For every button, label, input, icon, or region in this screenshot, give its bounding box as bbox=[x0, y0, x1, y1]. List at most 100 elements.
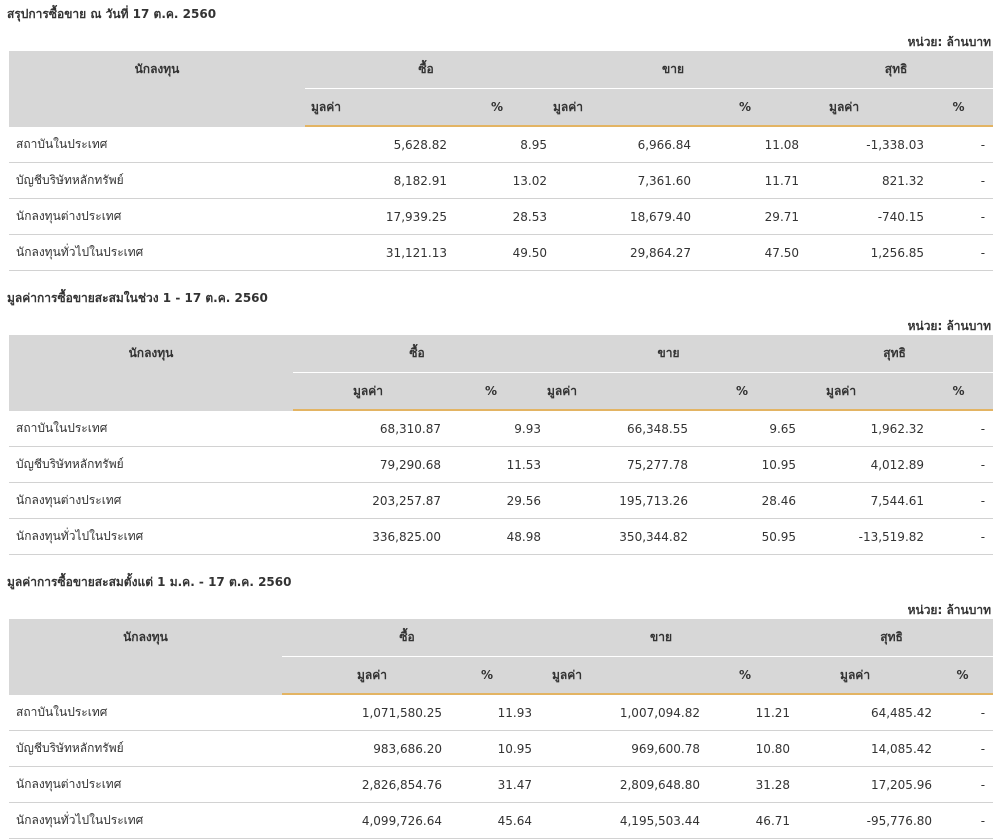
sell-percent: 11.08 bbox=[691, 126, 800, 163]
buy-value: 17,939.25 bbox=[305, 198, 447, 235]
sell-value: 2,809,648.80 bbox=[532, 766, 701, 803]
buy-value: 336,825.00 bbox=[293, 518, 441, 555]
sell-header: ขาย bbox=[532, 619, 791, 657]
buy-percent-header: % bbox=[447, 88, 548, 127]
unit-label: หน่วย: ล้านบาท bbox=[907, 603, 991, 617]
sell-percent: 9.65 bbox=[688, 410, 797, 447]
buy-value: 203,257.87 bbox=[293, 482, 441, 519]
investor-name: นักลงทุนต่างประเทศ bbox=[9, 198, 305, 235]
investor-header: นักลงทุน bbox=[9, 51, 305, 89]
investor-header-blank bbox=[9, 88, 305, 127]
sell-percent: 10.80 bbox=[700, 730, 791, 767]
sell-header: ขาย bbox=[541, 335, 797, 373]
buy-percent: 45.64 bbox=[442, 802, 533, 839]
sell-percent-header: % bbox=[691, 88, 800, 127]
table-row: นักลงทุนต่างประเทศ 17,939.25 28.53 18,67… bbox=[9, 198, 994, 235]
net-value: 1,962.32 bbox=[796, 410, 925, 447]
net-value: 1,256.85 bbox=[799, 234, 925, 271]
buy-percent: 49.50 bbox=[447, 234, 548, 271]
sell-value-header: มูลค่า bbox=[547, 88, 692, 127]
investor-name: นักลงทุนทั่วไปในประเทศ bbox=[9, 234, 305, 271]
buy-value: 5,628.82 bbox=[305, 126, 447, 163]
net-value: 821.32 bbox=[799, 162, 925, 199]
investor-header-blank bbox=[9, 656, 282, 695]
buy-percent: 48.98 bbox=[441, 518, 542, 555]
buy-percent: 10.95 bbox=[442, 730, 533, 767]
sell-percent: 29.71 bbox=[691, 198, 800, 235]
buy-value: 1,071,580.25 bbox=[282, 694, 442, 731]
net-value: 17,205.96 bbox=[790, 766, 933, 803]
sell-percent: 11.21 bbox=[700, 694, 791, 731]
table-row: สถาบันในประเทศ 68,310.87 9.93 66,348.55 … bbox=[9, 410, 994, 447]
investor-name: สถาบันในประเทศ bbox=[9, 126, 305, 163]
buy-value: 8,182.91 bbox=[305, 162, 447, 199]
net-percent-header: % bbox=[924, 372, 994, 411]
net-value: 14,085.42 bbox=[790, 730, 933, 767]
sell-percent: 10.95 bbox=[688, 446, 797, 483]
sell-value: 1,007,094.82 bbox=[532, 694, 701, 731]
sell-percent: 46.71 bbox=[700, 802, 791, 839]
table-row: บัญชีบริษัทหลักทรัพย์ 8,182.91 13.02 7,3… bbox=[9, 162, 994, 199]
investor-name: สถาบันในประเทศ bbox=[9, 410, 293, 447]
net-value: -740.15 bbox=[799, 198, 925, 235]
summary-table: นักลงทุน ซื้อ ขาย สุทธิ มูลค่า % มูลค่า … bbox=[9, 335, 994, 555]
table-row: นักลงทุนทั่วไปในประเทศ 31,121.13 49.50 2… bbox=[9, 234, 994, 271]
net-percent: - bbox=[932, 730, 994, 767]
buy-percent: 8.95 bbox=[447, 126, 548, 163]
summary-table: นักลงทุน ซื้อ ขาย สุทธิ มูลค่า % มูลค่า … bbox=[9, 51, 994, 271]
sell-percent-header: % bbox=[688, 372, 797, 411]
buy-value: 79,290.68 bbox=[293, 446, 441, 483]
investor-name: นักลงทุนต่างประเทศ bbox=[9, 482, 293, 519]
investor-header-blank bbox=[9, 372, 293, 411]
net-percent: - bbox=[932, 766, 994, 803]
net-value-header: มูลค่า bbox=[799, 88, 925, 127]
investor-name: นักลงทุนทั่วไปในประเทศ bbox=[9, 802, 282, 839]
net-value-header: มูลค่า bbox=[790, 656, 933, 695]
buy-value-header: มูลค่า bbox=[293, 372, 441, 411]
table-row: นักลงทุนทั่วไปในประเทศ 336,825.00 48.98 … bbox=[9, 518, 994, 555]
net-header: สุทธิ bbox=[790, 619, 994, 657]
buy-value: 983,686.20 bbox=[282, 730, 442, 767]
table-row: นักลงทุนต่างประเทศ 2,826,854.76 31.47 2,… bbox=[9, 766, 994, 803]
investor-name: นักลงทุนต่างประเทศ bbox=[9, 766, 282, 803]
sell-value: 4,195,503.44 bbox=[532, 802, 701, 839]
net-percent-header: % bbox=[932, 656, 994, 695]
investor-header: นักลงทุน bbox=[9, 619, 282, 657]
buy-percent-header: % bbox=[441, 372, 542, 411]
buy-value-header: มูลค่า bbox=[282, 656, 442, 695]
unit-label: หน่วย: ล้านบาท bbox=[907, 35, 991, 49]
net-percent: - bbox=[924, 162, 994, 199]
table-row: สถาบันในประเทศ 5,628.82 8.95 6,966.84 11… bbox=[9, 126, 994, 163]
net-value: 4,012.89 bbox=[796, 446, 925, 483]
sell-value: 969,600.78 bbox=[532, 730, 701, 767]
buy-percent: 11.93 bbox=[442, 694, 533, 731]
net-percent: - bbox=[932, 694, 994, 731]
summary-table: นักลงทุน ซื้อ ขาย สุทธิ มูลค่า % มูลค่า … bbox=[9, 619, 994, 839]
net-percent: - bbox=[924, 410, 994, 447]
investor-name: บัญชีบริษัทหลักทรัพย์ bbox=[9, 446, 293, 483]
buy-percent: 11.53 bbox=[441, 446, 542, 483]
buy-value: 2,826,854.76 bbox=[282, 766, 442, 803]
net-percent: - bbox=[924, 446, 994, 483]
buy-percent: 9.93 bbox=[441, 410, 542, 447]
sell-percent: 50.95 bbox=[688, 518, 797, 555]
table-row: นักลงทุนทั่วไปในประเทศ 4,099,726.64 45.6… bbox=[9, 802, 994, 839]
sell-value: 350,344.82 bbox=[541, 518, 689, 555]
sell-percent-header: % bbox=[700, 656, 791, 695]
net-percent: - bbox=[924, 126, 994, 163]
sell-percent: 47.50 bbox=[691, 234, 800, 271]
net-percent: - bbox=[924, 482, 994, 519]
buy-header: ซื้อ bbox=[305, 51, 548, 89]
sell-value: 6,966.84 bbox=[547, 126, 692, 163]
table-row: บัญชีบริษัทหลักทรัพย์ 79,290.68 11.53 75… bbox=[9, 446, 994, 483]
sell-percent: 31.28 bbox=[700, 766, 791, 803]
buy-value: 31,121.13 bbox=[305, 234, 447, 271]
net-header: สุทธิ bbox=[799, 51, 994, 89]
table-row: สถาบันในประเทศ 1,071,580.25 11.93 1,007,… bbox=[9, 694, 994, 731]
net-percent-header: % bbox=[924, 88, 994, 127]
buy-value: 4,099,726.64 bbox=[282, 802, 442, 839]
net-value: 7,544.61 bbox=[796, 482, 925, 519]
sell-value: 195,713.26 bbox=[541, 482, 689, 519]
sell-value: 29,864.27 bbox=[547, 234, 692, 271]
investor-header: นักลงทุน bbox=[9, 335, 293, 373]
